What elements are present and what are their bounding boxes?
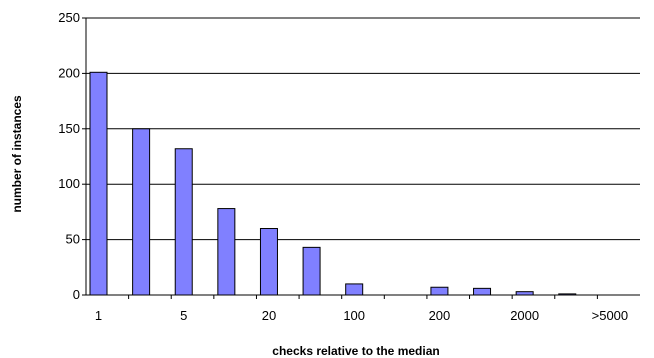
axes xyxy=(82,17,640,299)
bar-9 xyxy=(473,287,492,296)
bar-1 xyxy=(132,128,151,296)
y-axis-title: number of instances xyxy=(10,95,24,213)
x-tick-label-0: 1 xyxy=(95,308,102,323)
y-tick-label-2: 100 xyxy=(58,176,80,191)
x-tick-label-12: >5000 xyxy=(592,308,629,323)
bar-5 xyxy=(302,246,321,296)
y-tick-label-1: 50 xyxy=(66,232,80,247)
x-tick-label-4: 20 xyxy=(262,308,276,323)
x-axis-title: checks relative to the median xyxy=(272,344,439,358)
y-tick-label-4: 200 xyxy=(58,65,80,80)
x-tick-label-6: 100 xyxy=(343,308,365,323)
bar-4 xyxy=(259,228,278,296)
y-tick-label-0: 0 xyxy=(73,287,80,302)
bar-8 xyxy=(430,286,449,296)
y-tick-labels: 0 50 100 150 200 250 xyxy=(58,10,80,302)
y-tick-label-5: 250 xyxy=(58,10,80,25)
bars xyxy=(89,71,577,296)
y-tick-label-3: 150 xyxy=(58,121,80,136)
x-tick-labels: 1 5 20 100 200 2000 >5000 xyxy=(95,308,628,323)
bar-0 xyxy=(89,71,108,296)
x-tick-label-8: 200 xyxy=(429,308,451,323)
bar-2 xyxy=(174,148,193,296)
bar-6 xyxy=(345,283,364,296)
bar-3 xyxy=(217,208,236,296)
x-tick-label-10: 2000 xyxy=(510,308,539,323)
gridlines xyxy=(86,17,640,241)
x-tick-label-2: 5 xyxy=(180,308,187,323)
